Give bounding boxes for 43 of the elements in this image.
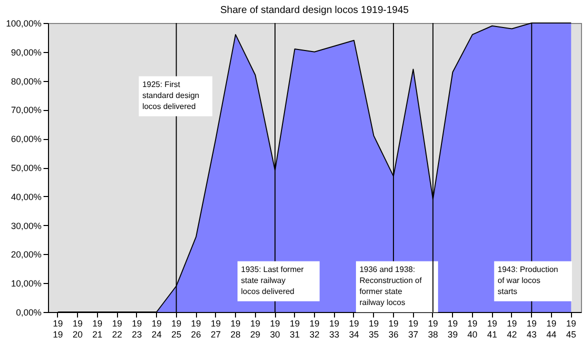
x-tick-label: 1931 <box>290 318 300 340</box>
y-tick-label: 0,00% <box>16 308 42 318</box>
x-tick-label: 1929 <box>250 318 260 340</box>
x-tick-label: 1930 <box>270 318 280 340</box>
x-tick-label: 1935 <box>368 318 379 340</box>
x-tick-label: 1940 <box>467 318 478 340</box>
x-tick-label: 1923 <box>132 318 142 340</box>
ref-line-label: 1935: Last former state railway locos delivered <box>241 264 304 296</box>
y-tick-label: 30,00% <box>10 220 42 231</box>
x-tick-label: 1939 <box>448 318 458 340</box>
x-tick-label: 1937 <box>408 318 418 340</box>
x-tick-label: 1921 <box>92 318 102 340</box>
x-tick-label: 1926 <box>191 318 202 340</box>
x-tick-label: 1934 <box>348 318 359 340</box>
y-tick-label: 70,00% <box>10 105 42 116</box>
x-tick-label: 1933 <box>329 318 340 340</box>
y-tick-label: 10,00% <box>10 278 42 289</box>
x-tick-label: 1920 <box>72 318 83 340</box>
x-tick-label: 1936 <box>388 318 398 340</box>
y-tick-label: 20,00% <box>10 250 42 260</box>
x-tick-label: 1925 <box>171 318 182 340</box>
y-tick-label: 80,00% <box>10 76 42 86</box>
x-tick-label: 1928 <box>230 318 241 340</box>
x-tick-label: 1941 <box>487 318 498 340</box>
ref-line-label: 1936 and 1938: Reconstruction of former state railway locos <box>359 264 422 307</box>
x-tick-label: 1942 <box>506 318 517 340</box>
x-tick-label: 1927 <box>210 318 221 340</box>
x-tick-label: 1945 <box>566 318 576 340</box>
y-tick-label: 60,00% <box>10 134 42 144</box>
ref-line-label: 1925: First standard design locos delivered <box>142 80 200 111</box>
y-tick-label: 40,00% <box>10 192 42 202</box>
y-tick-label: 100,00% <box>6 18 42 28</box>
ref-line-label: 1943: Production of war locos starts <box>498 264 558 296</box>
x-tick-label: 1932 <box>309 318 320 340</box>
y-tick-label: 50,00% <box>10 163 42 173</box>
x-tick-label: 1922 <box>112 318 122 340</box>
x-tick-label: 1919 <box>52 318 63 340</box>
x-tick-label: 1924 <box>152 318 162 340</box>
x-tick-label: 1943 <box>526 318 537 340</box>
x-tick-label: 1944 <box>546 318 556 340</box>
x-tick-label: 1938 <box>428 318 438 340</box>
y-tick-label: 90,00% <box>10 47 42 58</box>
chart-title: Share of standard design locos 1919-1945 <box>220 5 410 16</box>
